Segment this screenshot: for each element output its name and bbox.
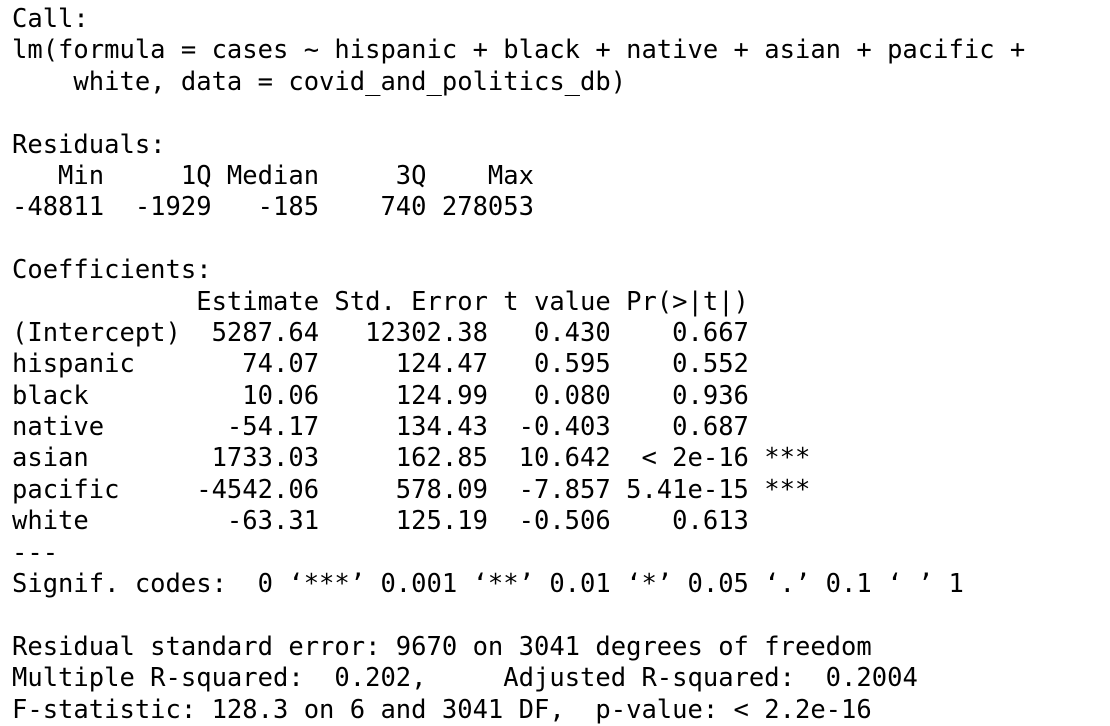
r-console-output: Call: lm(formula = cases ~ hispanic + bl… bbox=[12, 4, 1102, 726]
call-formula-line-1: lm(formula = cases ~ hispanic + black + … bbox=[12, 35, 1041, 66]
blank-line bbox=[12, 224, 1102, 255]
r-squared-line: Multiple R-squared: 0.202, Adjusted R-sq… bbox=[12, 663, 934, 694]
residuals-header: Residuals: bbox=[12, 129, 166, 160]
coef-row-pacific: pacific -4542.06 578.09 -7.857 5.41e-15 … bbox=[12, 474, 811, 505]
coef-row-white: white -63.31 125.19 -0.506 0.613 bbox=[12, 506, 811, 537]
separator-line: --- bbox=[12, 537, 59, 568]
coefficients-header: Coefficients: bbox=[12, 255, 212, 286]
call-header: Call: bbox=[12, 4, 89, 34]
residuals-values: -48811 -1929 -185 740 278053 bbox=[12, 192, 550, 223]
blank-line bbox=[12, 600, 1102, 631]
coef-row-asian: asian 1733.03 162.85 10.642 < 2e-16 *** bbox=[12, 443, 811, 474]
signif-codes: Signif. codes: 0 ‘***’ 0.001 ‘**’ 0.01 ‘… bbox=[12, 569, 964, 600]
f-statistic-line: F-statistic: 128.3 on 6 and 3041 DF, p-v… bbox=[12, 694, 872, 725]
coef-row-native: native -54.17 134.43 -0.403 0.687 bbox=[12, 412, 811, 443]
blank-line bbox=[12, 98, 1102, 129]
coef-row-intercept: (Intercept) 5287.64 12302.38 0.430 0.667 bbox=[12, 317, 811, 348]
call-formula-line-2: white, data = covid_and_politics_db) bbox=[12, 66, 627, 97]
residual-standard-error: Residual standard error: 9670 on 3041 de… bbox=[12, 631, 872, 662]
coef-row-black: black 10.06 124.99 0.080 0.936 bbox=[12, 380, 811, 411]
coefficients-column-headers: Estimate Std. Error t value Pr(>|t|) bbox=[12, 286, 811, 317]
residuals-labels: Min 1Q Median 3Q Max bbox=[12, 160, 550, 191]
coef-row-hispanic: hispanic 74.07 124.47 0.595 0.552 bbox=[12, 349, 811, 380]
